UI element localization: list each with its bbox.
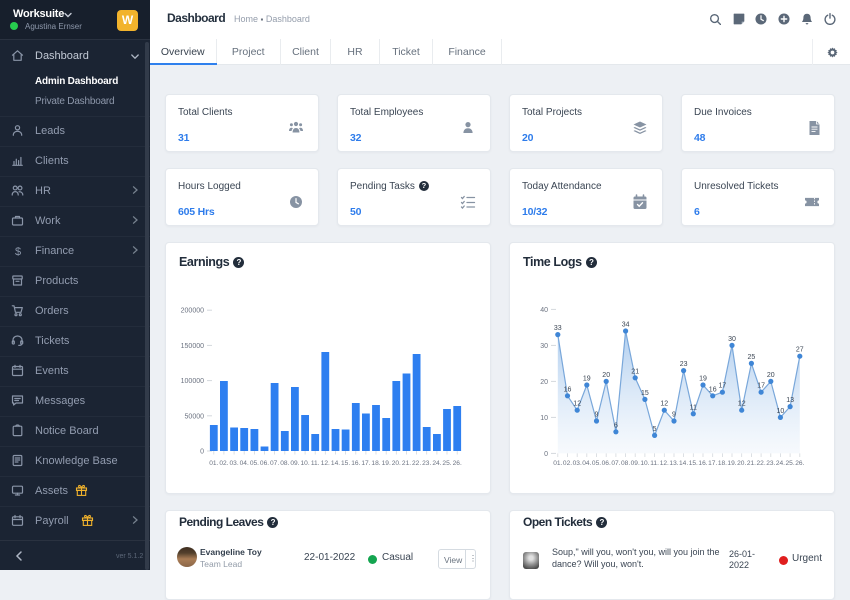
svg-text:30: 30 xyxy=(540,343,548,350)
svg-text:15: 15 xyxy=(641,390,649,397)
svg-text:04.: 04. xyxy=(240,460,249,467)
svg-text:12: 12 xyxy=(738,401,746,408)
svg-text:18.: 18. xyxy=(718,460,727,467)
svg-text:16.: 16. xyxy=(351,460,360,467)
svg-text:17.: 17. xyxy=(708,460,717,467)
svg-text:150000: 150000 xyxy=(181,343,204,350)
svg-text:19: 19 xyxy=(699,376,707,383)
svg-text:08.: 08. xyxy=(621,460,630,467)
svg-text:6: 6 xyxy=(614,422,618,429)
svg-text:09.: 09. xyxy=(631,460,640,467)
svg-text:22.: 22. xyxy=(412,460,421,467)
svg-text:11.: 11. xyxy=(650,460,659,467)
svg-text:13: 13 xyxy=(786,397,794,404)
svg-text:06.: 06. xyxy=(260,460,269,467)
svg-text:07.: 07. xyxy=(270,460,279,467)
svg-text:17.: 17. xyxy=(361,460,370,467)
svg-text:15.: 15. xyxy=(689,460,698,467)
svg-text:25.: 25. xyxy=(786,460,795,467)
svg-text:9: 9 xyxy=(595,412,599,419)
svg-text:03.: 03. xyxy=(573,460,582,467)
svg-text:02.: 02. xyxy=(219,460,228,467)
svg-text:18.: 18. xyxy=(371,460,380,467)
svg-text:16.: 16. xyxy=(698,460,707,467)
svg-text:14.: 14. xyxy=(331,460,340,467)
svg-text:11: 11 xyxy=(690,404,697,411)
svg-text:22.: 22. xyxy=(757,460,766,467)
svg-text:01.: 01. xyxy=(553,460,562,467)
svg-text:16: 16 xyxy=(709,386,717,393)
svg-text:5: 5 xyxy=(653,426,657,433)
svg-text:11.: 11. xyxy=(311,460,320,467)
svg-text:23.: 23. xyxy=(422,460,431,467)
svg-text:13.: 13. xyxy=(669,460,678,467)
svg-text:26.: 26. xyxy=(795,460,804,467)
svg-text:20: 20 xyxy=(540,379,548,386)
svg-text:21.: 21. xyxy=(402,460,411,467)
svg-text:23: 23 xyxy=(680,361,688,368)
svg-text:24.: 24. xyxy=(776,460,785,467)
svg-text:0: 0 xyxy=(200,449,204,456)
svg-text:19.: 19. xyxy=(382,460,391,467)
svg-text:12.: 12. xyxy=(321,460,330,467)
svg-text:24.: 24. xyxy=(432,460,441,467)
svg-text:19: 19 xyxy=(583,376,591,383)
svg-text:30: 30 xyxy=(728,336,736,343)
svg-text:100000: 100000 xyxy=(181,378,204,385)
svg-text:40: 40 xyxy=(540,307,548,314)
svg-text:20: 20 xyxy=(767,372,775,379)
svg-text:10: 10 xyxy=(540,415,548,422)
svg-text:02.: 02. xyxy=(563,460,572,467)
svg-text:21: 21 xyxy=(631,368,639,375)
svg-text:23.: 23. xyxy=(766,460,775,467)
svg-text:50000: 50000 xyxy=(185,413,205,420)
svg-text:25: 25 xyxy=(748,354,756,361)
svg-text:10: 10 xyxy=(777,408,785,415)
svg-text:27: 27 xyxy=(796,347,804,354)
svg-text:07.: 07. xyxy=(611,460,620,467)
svg-text:04.: 04. xyxy=(582,460,591,467)
svg-text:25.: 25. xyxy=(442,460,451,467)
svg-text:17: 17 xyxy=(719,383,727,390)
svg-text:09.: 09. xyxy=(290,460,299,467)
svg-text:14.: 14. xyxy=(679,460,688,467)
svg-text:12.: 12. xyxy=(660,460,669,467)
svg-text:10.: 10. xyxy=(301,460,310,467)
svg-text:9: 9 xyxy=(672,412,676,419)
svg-text:15.: 15. xyxy=(341,460,350,467)
svg-text:34: 34 xyxy=(622,322,630,329)
svg-text:33: 33 xyxy=(554,325,562,332)
svg-text:08.: 08. xyxy=(280,460,289,467)
svg-text:19.: 19. xyxy=(727,460,736,467)
svg-text:01.: 01. xyxy=(209,460,218,467)
svg-text:12: 12 xyxy=(660,401,668,408)
svg-text:17: 17 xyxy=(757,383,765,390)
svg-text:16: 16 xyxy=(564,386,572,393)
svg-text:12: 12 xyxy=(573,401,581,408)
svg-text:06.: 06. xyxy=(602,460,611,467)
svg-text:20.: 20. xyxy=(737,460,746,467)
svg-text:21.: 21. xyxy=(747,460,756,467)
svg-text:10.: 10. xyxy=(640,460,649,467)
svg-text:05.: 05. xyxy=(592,460,601,467)
svg-text:200000: 200000 xyxy=(181,308,204,315)
svg-text:05.: 05. xyxy=(250,460,259,467)
svg-text:26.: 26. xyxy=(453,460,462,467)
svg-text:0: 0 xyxy=(544,451,548,458)
svg-text:20.: 20. xyxy=(392,460,401,467)
svg-text:20: 20 xyxy=(602,372,610,379)
svg-text:03.: 03. xyxy=(230,460,239,467)
svg-text:$: $ xyxy=(15,246,21,257)
